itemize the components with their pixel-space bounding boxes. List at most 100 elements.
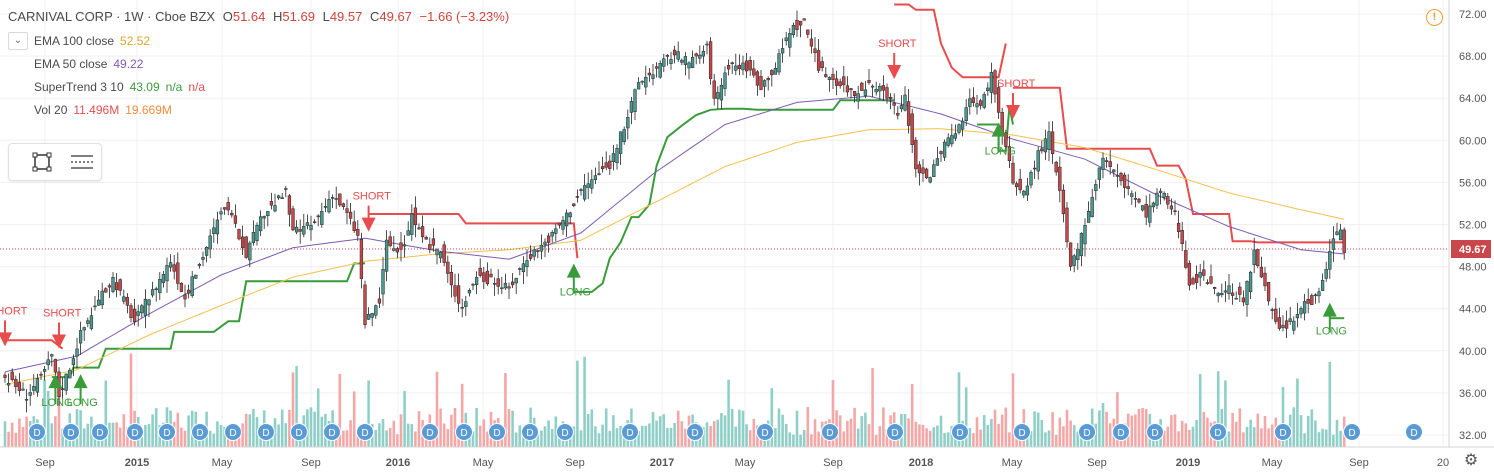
- indicator-volume[interactable]: Vol 20 11.496M 19.669M: [34, 103, 172, 117]
- gear-icon[interactable]: ⚙: [1463, 452, 1479, 469]
- volume-bar: [180, 427, 183, 447]
- candle-body: [975, 103, 979, 108]
- candle-body: [896, 113, 900, 116]
- volume-bar: [1296, 378, 1299, 447]
- candle-body: [122, 296, 126, 302]
- volume-bar: [1234, 421, 1238, 447]
- volume-bar: [460, 383, 464, 447]
- high-value: 51.69: [282, 9, 315, 24]
- candle-body: [795, 19, 799, 30]
- warning-icon[interactable]: !: [1426, 9, 1443, 26]
- candle-body: [809, 38, 814, 47]
- chevron-down-icon[interactable]: ⌄: [8, 32, 28, 50]
- indicator-ema50[interactable]: EMA 50 close 49.22: [34, 57, 143, 71]
- volume-bar: [831, 379, 835, 447]
- volume-bar: [1076, 431, 1080, 447]
- volume-bar: [842, 431, 846, 447]
- candle-body: [352, 221, 356, 231]
- candle-body: [446, 261, 450, 274]
- candle-body: [60, 388, 65, 390]
- volume-bar: [698, 433, 702, 447]
- volume-bar: [702, 427, 705, 447]
- volume-bar: [1202, 411, 1206, 447]
- volume-bar: [3, 421, 7, 447]
- dividend-marker-label: D: [361, 428, 368, 439]
- volume-bar: [277, 424, 280, 447]
- candle-body: [1094, 184, 1098, 191]
- candle-body: [957, 124, 961, 133]
- dividend-marker-label: D: [460, 428, 467, 439]
- candle-body: [874, 88, 878, 93]
- volume-bar: [1231, 412, 1234, 447]
- volume-bar: [846, 420, 849, 447]
- volume-bar: [316, 388, 320, 447]
- volume-bar: [651, 412, 655, 447]
- candle-body: [194, 274, 198, 279]
- candle-body: [1068, 242, 1073, 267]
- candle-body: [107, 285, 112, 288]
- candle-body: [590, 179, 594, 189]
- volume-bar: [1256, 413, 1260, 447]
- last-price-badge: [1451, 240, 1491, 259]
- time-axis: Sep 2015 May Sep 2016 May Sep 2017 May Sep 2018 May…: [0, 446, 1494, 469]
- volume-bar: [417, 411, 421, 447]
- candle-body: [1043, 138, 1048, 153]
- dividend-marker-icon: [356, 423, 374, 441]
- candle-body: [777, 53, 781, 73]
- volume-bar: [378, 423, 381, 447]
- candle-body: [424, 237, 428, 240]
- volume-bar: [342, 430, 345, 447]
- volume-bar: [640, 425, 644, 447]
- candle-body: [935, 158, 940, 166]
- indicator-value: 11.496M: [73, 103, 120, 117]
- indicator-value: n/a: [188, 80, 206, 94]
- lines-icon[interactable]: [69, 151, 93, 173]
- candle-body: [269, 201, 274, 206]
- volume-bar: [79, 410, 82, 447]
- rectangle-icon[interactable]: [31, 151, 53, 173]
- x-tick-label: 2016: [386, 457, 410, 469]
- x-tick-label: Sep: [823, 457, 843, 469]
- candle-body: [780, 48, 785, 54]
- dividend-marker-icon: [621, 423, 639, 441]
- candle-body: [1198, 272, 1202, 278]
- volume-bar: [1335, 419, 1339, 447]
- candle-body: [849, 88, 853, 91]
- indicator-ema100[interactable]: EMA 100 close 52.52: [34, 34, 150, 48]
- volume-bar: [550, 428, 554, 447]
- candle-body: [838, 81, 842, 87]
- candle-body: [1047, 131, 1051, 150]
- candle-body: [867, 80, 871, 83]
- candle-body: [1187, 263, 1192, 286]
- x-tick-label: Sep: [301, 457, 321, 469]
- candle-body: [237, 229, 241, 240]
- volume-bar: [770, 388, 774, 447]
- volume-bar: [1008, 432, 1011, 447]
- volume-bar: [986, 425, 990, 447]
- candle-body: [129, 305, 133, 318]
- volume-bar: [1137, 408, 1141, 447]
- candle-body: [474, 277, 479, 285]
- candle-body: [798, 20, 803, 26]
- candle-body: [449, 271, 454, 286]
- candle-body: [525, 260, 529, 268]
- indicator-supertrend[interactable]: SuperTrend 3 10 43.09 n/a n/a: [34, 80, 205, 94]
- volume-bar: [1281, 386, 1285, 447]
- candle-body: [608, 160, 612, 169]
- volume-bar: [849, 418, 853, 447]
- candle-body: [1076, 248, 1080, 260]
- volume-bar: [1044, 432, 1047, 447]
- volume-bar: [676, 410, 680, 447]
- dividend-marker-label: D: [96, 428, 103, 439]
- volume-bar: [208, 430, 212, 447]
- short-signal-label: SHORT: [878, 38, 917, 50]
- candle-body: [597, 173, 601, 175]
- candle-body: [302, 225, 306, 235]
- candle-body: [75, 348, 79, 357]
- candle-body: [377, 298, 382, 304]
- volume-bar: [921, 424, 925, 447]
- volume-bar: [1062, 426, 1065, 447]
- candle-body: [435, 249, 439, 256]
- candle-body: [507, 286, 511, 289]
